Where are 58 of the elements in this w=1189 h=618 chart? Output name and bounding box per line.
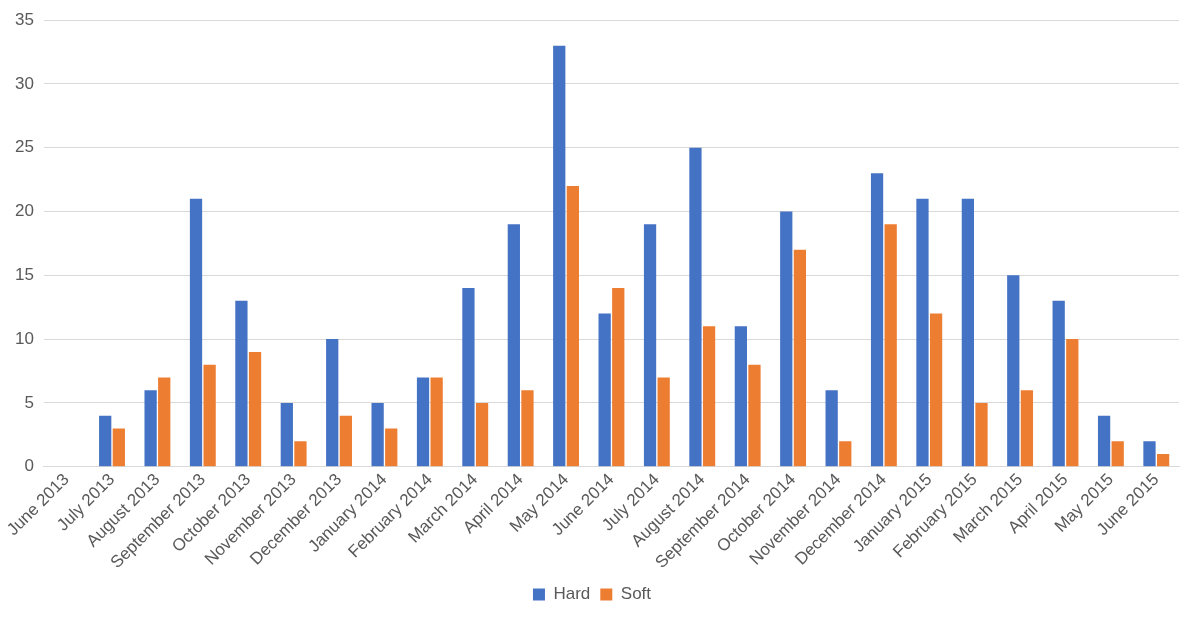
bar: [144, 390, 157, 467]
bar: [793, 249, 807, 467]
bar: [294, 441, 307, 467]
bar: [1097, 415, 1111, 467]
bar: [657, 377, 670, 467]
bar: [339, 415, 352, 467]
legend-label: Soft: [620, 584, 652, 604]
bar: [189, 198, 203, 467]
bar: [203, 364, 216, 467]
bar: [870, 173, 884, 467]
bar: [961, 198, 974, 467]
bar: [553, 45, 566, 467]
bar: [521, 390, 534, 467]
y-tick-label: 30: [14, 73, 34, 93]
bar: [1066, 339, 1079, 467]
bar: [975, 402, 988, 467]
bar: [734, 326, 747, 467]
y-tick-label: 0: [24, 456, 34, 476]
y-tick-label: 35: [14, 9, 34, 29]
bar: [780, 211, 793, 467]
bar: [112, 428, 125, 467]
bar: [884, 224, 897, 467]
bar: [929, 313, 943, 467]
bar: [689, 147, 702, 467]
bar: [916, 198, 929, 467]
bar: [748, 364, 761, 467]
bar: [99, 415, 112, 467]
bar: [280, 402, 293, 467]
bar: [507, 224, 520, 467]
legend-label: Hard: [553, 584, 591, 604]
bar: [1052, 300, 1065, 467]
bar: [371, 402, 384, 467]
bar: [235, 300, 248, 467]
bar: [825, 390, 838, 467]
bar: [1020, 390, 1034, 467]
bar: [1111, 441, 1124, 467]
bar: [839, 441, 852, 467]
bar: [702, 326, 716, 467]
bar: [1156, 453, 1170, 467]
y-tick-label: 20: [14, 201, 34, 221]
bar: [430, 377, 443, 467]
bar: [612, 288, 625, 467]
y-tick-label: 5: [24, 392, 34, 412]
bar: [248, 351, 262, 467]
y-tick-label: 10: [14, 328, 34, 348]
bar: [158, 377, 171, 467]
bar: [1007, 275, 1020, 467]
bar: [416, 377, 430, 467]
bar: [385, 428, 398, 467]
bar: [462, 288, 475, 467]
y-tick-label: 25: [14, 137, 34, 157]
y-tick-label: 15: [14, 265, 34, 285]
bar: [1143, 441, 1156, 467]
bar: [643, 224, 657, 467]
bar: [475, 402, 489, 467]
bar: [566, 186, 579, 467]
bar: [598, 313, 611, 467]
bar: [326, 339, 339, 467]
